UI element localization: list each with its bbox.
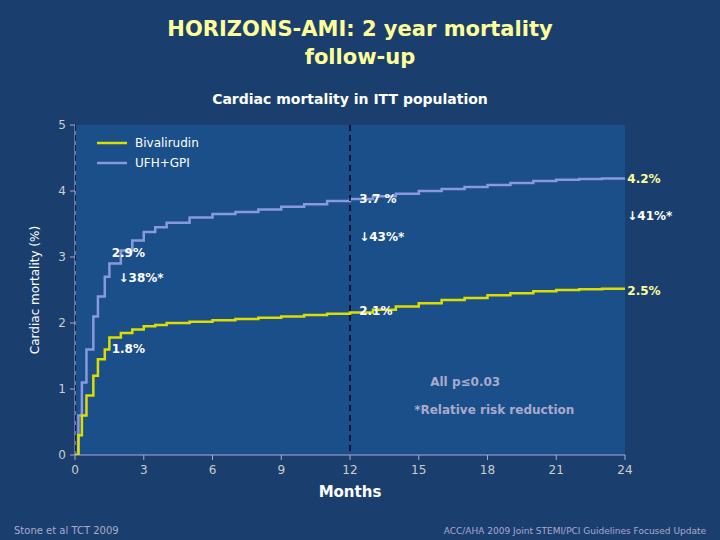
x-tick-label: 6 (209, 463, 217, 477)
annotation: All p≤0.03 (430, 375, 500, 389)
annotation: ↓43%* (359, 230, 405, 244)
x-tick (350, 455, 351, 460)
annotation: ↓41%* (627, 209, 673, 223)
x-tick-label: 3 (140, 463, 148, 477)
y-axis (75, 125, 76, 455)
y-tick (70, 191, 75, 192)
y-tick (70, 323, 75, 324)
y-tick (70, 257, 75, 258)
y-tick (70, 125, 75, 126)
annotation: *Relative risk reduction (414, 403, 574, 417)
x-tick (143, 455, 144, 460)
x-tick (556, 455, 557, 460)
y-tick-label: 3 (58, 250, 66, 264)
x-tick (487, 455, 488, 460)
chart: HORIZONS-AMI: 2 year mortality follow-up C… (0, 0, 720, 540)
x-tick (212, 455, 213, 460)
x-axis-label: Months (319, 483, 382, 501)
plot-area (75, 125, 625, 455)
series-group (75, 125, 625, 455)
subtitle: Cardiac mortality in ITT population (212, 91, 488, 107)
y-tick (70, 455, 75, 456)
legend-label: UFH+GPI (135, 156, 190, 170)
annotation: 4.2% (627, 172, 660, 186)
y-tick (70, 389, 75, 390)
x-tick-label: 15 (411, 463, 426, 477)
x-tick-label: 12 (342, 463, 357, 477)
annotation: 2.1% (359, 304, 392, 318)
y-tick-label: 2 (58, 316, 66, 330)
footnote: Stone et al TCT 2009 (14, 525, 119, 536)
title: follow-up (305, 45, 416, 69)
x-tick-label: 21 (549, 463, 564, 477)
reference-line (75, 125, 76, 455)
x-tick-label: 24 (617, 463, 632, 477)
annotation: 2.9% (112, 246, 145, 260)
background (0, 0, 720, 540)
x-tick (418, 455, 419, 460)
x-tick-label: 0 (71, 463, 79, 477)
x-tick (75, 455, 76, 460)
reference-line (349, 125, 351, 455)
annotation: ↓38%* (119, 271, 165, 285)
y-tick-label: 4 (58, 184, 66, 198)
annotation: 1.8% (112, 342, 145, 356)
title: HORIZONS-AMI: 2 year mortality (167, 17, 553, 41)
y-tick-label: 0 (58, 448, 66, 462)
x-tick (281, 455, 282, 460)
annotation: 2.5% (627, 284, 660, 298)
annotation: 3.7 % (359, 192, 396, 206)
legend-swatch (97, 142, 127, 145)
source: ACC/AHA 2009 Joint STEMI/PCI Guidelines … (444, 526, 707, 536)
x-tick-label: 18 (480, 463, 495, 477)
x-tick-label: 9 (277, 463, 285, 477)
y-tick-label: 1 (58, 382, 66, 396)
legend-swatch (97, 162, 127, 165)
x-tick (625, 455, 626, 460)
legend-label: Bivalirudin (135, 136, 199, 150)
y-tick-label: 5 (58, 118, 66, 132)
y-axis-label: Cardiac mortality (%) (28, 226, 42, 354)
